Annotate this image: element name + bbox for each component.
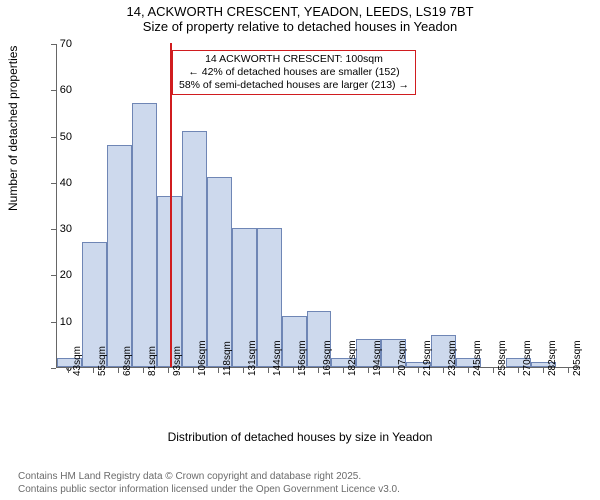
x-tick-mark (193, 368, 194, 373)
x-tick-mark (343, 368, 344, 373)
footer-attribution: Contains HM Land Registry data © Crown c… (18, 470, 400, 496)
chart-title-block: 14, ACKWORTH CRESCENT, YEADON, LEEDS, LS… (0, 0, 600, 34)
x-axis-label: Distribution of detached houses by size … (0, 430, 600, 444)
x-tick-label: 282sqm (547, 340, 558, 376)
x-tick-label: 106sqm (197, 340, 208, 376)
annotation-callout: 14 ACKWORTH CRESCENT: 100sqm← 42% of det… (172, 50, 416, 95)
x-tick-mark (268, 368, 269, 373)
annotation-line: ← 42% of detached houses are smaller (15… (179, 66, 409, 79)
x-tick-label: 131sqm (247, 340, 258, 376)
plot-region: 14 ACKWORTH CRESCENT: 100sqm← 42% of det… (56, 44, 580, 368)
x-tick-mark (318, 368, 319, 373)
x-tick-label: 43sqm (72, 346, 83, 376)
histogram-bar (207, 177, 232, 367)
x-tick-mark (418, 368, 419, 373)
x-tick-label: 258sqm (497, 340, 508, 376)
annotation-line: 14 ACKWORTH CRESCENT: 100sqm (179, 53, 409, 66)
x-tick-label: 270sqm (522, 340, 533, 376)
x-tick-label: 169sqm (322, 340, 333, 376)
x-tick-label: 156sqm (297, 340, 308, 376)
histogram-bar (132, 103, 157, 367)
x-tick-mark (543, 368, 544, 373)
x-tick-label: 245sqm (472, 340, 483, 376)
title-line-2: Size of property relative to detached ho… (0, 19, 600, 34)
x-tick-label: 194sqm (372, 340, 383, 376)
chart-area: Number of detached properties 0102030405… (0, 38, 600, 458)
x-tick-mark (518, 368, 519, 373)
x-tick-mark (218, 368, 219, 373)
x-tick-mark (393, 368, 394, 373)
x-tick-mark (468, 368, 469, 373)
x-tick-label: 182sqm (347, 340, 358, 376)
x-tick-label: 144sqm (272, 340, 283, 376)
x-tick-label: 55sqm (97, 346, 108, 376)
x-tick-mark (243, 368, 244, 373)
x-tick-label: 93sqm (172, 346, 183, 376)
x-tick-label: 118sqm (222, 341, 233, 376)
x-tick-label: 232sqm (447, 340, 458, 376)
histogram-bar (157, 196, 182, 367)
x-tick-mark (143, 368, 144, 373)
x-tick-mark (93, 368, 94, 373)
x-tick-mark (568, 368, 569, 373)
title-line-1: 14, ACKWORTH CRESCENT, YEADON, LEEDS, LS… (0, 4, 600, 19)
x-tick-label: 207sqm (397, 340, 408, 376)
y-tick-mark (51, 368, 56, 369)
x-tick-mark (68, 368, 69, 373)
x-tick-mark (493, 368, 494, 373)
x-tick-mark (443, 368, 444, 373)
x-tick-mark (118, 368, 119, 373)
x-tick-label: 81sqm (147, 346, 158, 376)
x-tick-mark (168, 368, 169, 373)
footer-line-2: Contains public sector information licen… (18, 483, 400, 496)
histogram-bar (182, 131, 207, 367)
y-axis-label: Number of detached properties (6, 46, 20, 211)
annotation-line: 58% of semi-detached houses are larger (… (179, 79, 409, 92)
x-tick-label: 295sqm (572, 340, 583, 376)
histogram-bar (107, 145, 132, 367)
footer-line-1: Contains HM Land Registry data © Crown c… (18, 470, 400, 483)
x-tick-label: 219sqm (422, 340, 433, 376)
x-tick-mark (368, 368, 369, 373)
x-tick-label: 68sqm (122, 346, 133, 376)
x-tick-mark (293, 368, 294, 373)
